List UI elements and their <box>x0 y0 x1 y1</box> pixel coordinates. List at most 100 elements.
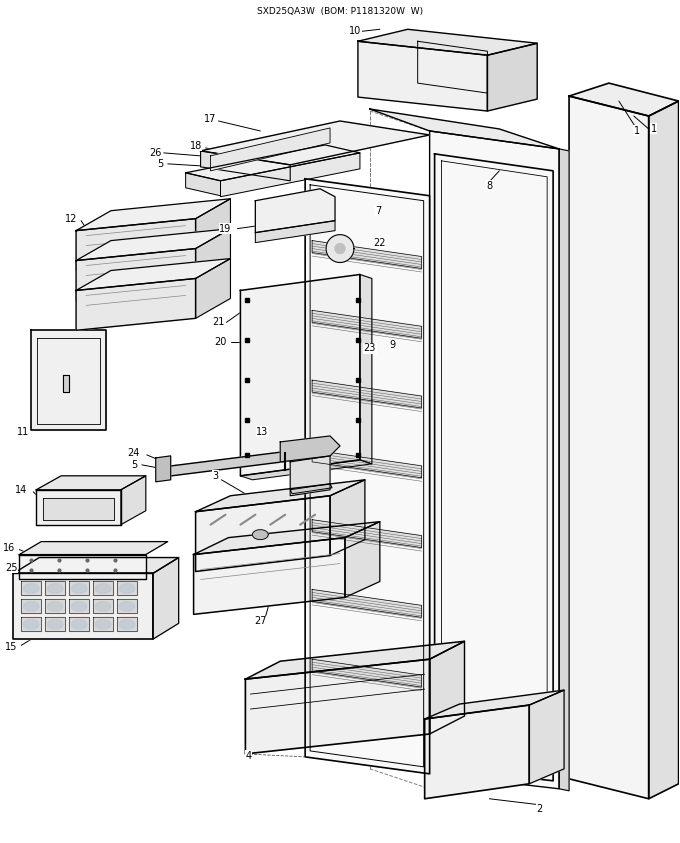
Polygon shape <box>569 83 679 116</box>
Polygon shape <box>345 522 380 598</box>
Text: 8: 8 <box>486 180 492 191</box>
Polygon shape <box>71 620 87 629</box>
Polygon shape <box>196 480 365 512</box>
Polygon shape <box>95 583 111 593</box>
Polygon shape <box>44 497 114 519</box>
Polygon shape <box>201 151 290 180</box>
Text: 21: 21 <box>212 317 224 327</box>
Polygon shape <box>117 617 137 631</box>
Polygon shape <box>430 131 559 789</box>
Text: 22: 22 <box>373 238 386 248</box>
Polygon shape <box>21 617 41 631</box>
Polygon shape <box>312 450 422 478</box>
Text: 16: 16 <box>3 543 16 552</box>
Polygon shape <box>430 642 464 734</box>
Polygon shape <box>76 249 196 300</box>
Polygon shape <box>156 446 330 478</box>
Polygon shape <box>76 259 231 291</box>
Polygon shape <box>245 659 430 754</box>
Polygon shape <box>370 109 559 149</box>
Polygon shape <box>649 101 679 799</box>
Polygon shape <box>569 96 649 799</box>
Text: 26: 26 <box>150 148 162 158</box>
Polygon shape <box>21 599 41 614</box>
Polygon shape <box>93 617 113 631</box>
Polygon shape <box>24 583 39 593</box>
Polygon shape <box>360 275 372 464</box>
Polygon shape <box>220 153 360 196</box>
Text: 7: 7 <box>375 206 381 216</box>
Polygon shape <box>280 436 340 462</box>
Polygon shape <box>201 121 430 165</box>
Polygon shape <box>305 179 430 774</box>
Text: 10: 10 <box>349 26 361 36</box>
Polygon shape <box>95 620 111 629</box>
Text: 25: 25 <box>5 562 18 572</box>
Polygon shape <box>119 583 135 593</box>
Text: 14: 14 <box>15 485 27 495</box>
Polygon shape <box>335 244 345 254</box>
Polygon shape <box>186 173 220 196</box>
Text: 11: 11 <box>17 427 29 437</box>
Polygon shape <box>424 690 564 719</box>
Text: 4: 4 <box>245 751 252 761</box>
Polygon shape <box>14 557 179 573</box>
Polygon shape <box>330 480 365 556</box>
Polygon shape <box>358 41 488 111</box>
Text: 5: 5 <box>158 158 164 169</box>
Polygon shape <box>153 557 179 639</box>
Polygon shape <box>256 189 335 233</box>
Polygon shape <box>76 278 196 330</box>
Polygon shape <box>95 601 111 611</box>
Polygon shape <box>186 145 360 180</box>
Text: 3: 3 <box>212 471 218 481</box>
Polygon shape <box>196 228 231 288</box>
Polygon shape <box>69 617 89 631</box>
Polygon shape <box>312 380 422 408</box>
Polygon shape <box>241 460 372 480</box>
Polygon shape <box>14 573 153 639</box>
Polygon shape <box>76 228 231 260</box>
Text: 1: 1 <box>634 126 640 136</box>
Polygon shape <box>45 617 65 631</box>
Polygon shape <box>71 601 87 611</box>
Text: 13: 13 <box>256 427 269 437</box>
Polygon shape <box>559 149 569 791</box>
Text: 17: 17 <box>205 114 217 124</box>
Polygon shape <box>241 275 360 475</box>
Polygon shape <box>117 599 137 614</box>
Polygon shape <box>21 582 41 595</box>
Polygon shape <box>196 199 231 259</box>
Text: 15: 15 <box>5 642 18 652</box>
Polygon shape <box>119 601 135 611</box>
Text: 23: 23 <box>364 343 376 353</box>
Polygon shape <box>45 582 65 595</box>
Text: SXD25QA3W  (BOM: P1181320W  W): SXD25QA3W (BOM: P1181320W W) <box>257 8 423 16</box>
Polygon shape <box>529 690 564 784</box>
Polygon shape <box>93 599 113 614</box>
Text: 9: 9 <box>390 341 396 350</box>
Polygon shape <box>312 240 422 269</box>
Polygon shape <box>19 541 168 555</box>
Text: 2: 2 <box>536 803 543 813</box>
Polygon shape <box>24 620 39 629</box>
Polygon shape <box>19 555 146 579</box>
Text: 1: 1 <box>651 124 657 134</box>
Polygon shape <box>69 582 89 595</box>
Text: 19: 19 <box>220 223 232 234</box>
Text: 5: 5 <box>131 460 137 470</box>
Polygon shape <box>31 330 106 430</box>
Text: 27: 27 <box>254 616 267 626</box>
Polygon shape <box>256 221 335 243</box>
Polygon shape <box>36 475 146 490</box>
Polygon shape <box>119 620 135 629</box>
Text: 18: 18 <box>190 141 202 151</box>
Polygon shape <box>252 529 269 540</box>
Polygon shape <box>93 582 113 595</box>
Polygon shape <box>196 496 330 572</box>
Polygon shape <box>121 475 146 524</box>
Polygon shape <box>48 620 63 629</box>
Polygon shape <box>488 43 537 111</box>
Polygon shape <box>36 490 121 524</box>
Polygon shape <box>312 659 422 687</box>
